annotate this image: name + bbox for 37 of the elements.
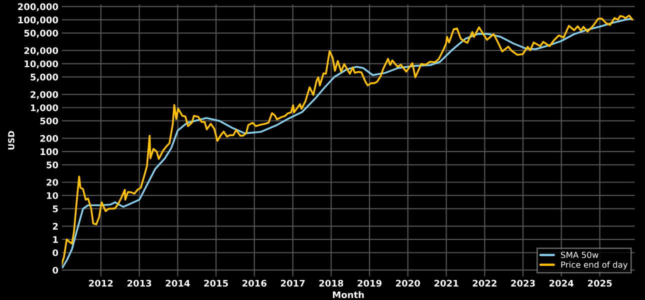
legend-label: Price end of day xyxy=(561,261,628,270)
y-tick-label: 10,000 xyxy=(24,60,58,68)
x-tick-label: 2024 xyxy=(550,280,574,287)
x-tick-label: 2017 xyxy=(280,280,305,287)
y-tick-label: 1,000 xyxy=(30,104,58,112)
x-tick-label: 2015 xyxy=(204,280,228,287)
x-tick-label: 2020 xyxy=(396,280,420,287)
x-tick-label: 2016 xyxy=(242,280,266,287)
x-axis-title: Month xyxy=(332,291,364,298)
y-tick-label: 0 xyxy=(52,266,58,274)
x-tick-label: 2013 xyxy=(127,280,152,287)
y-tick-label: 100 xyxy=(40,148,58,156)
y-tick-label: 500 xyxy=(40,118,58,124)
x-tick-label: 2023 xyxy=(511,280,535,287)
y-tick-label: 200,000 xyxy=(18,3,58,12)
y-tick-label: 50 xyxy=(46,162,58,168)
y-tick-label: 10 xyxy=(46,192,58,200)
y-tick-label: 5,000 xyxy=(30,74,58,82)
y-tick-label: 0 xyxy=(52,249,58,256)
x-tick-label: 2014 xyxy=(166,280,190,287)
y-tick-label: 20 xyxy=(46,178,58,186)
y-tick-label: 5 xyxy=(52,206,58,212)
y-tick-label: 20,000 xyxy=(24,47,58,56)
x-tick-label: 2012 xyxy=(89,280,113,287)
legend-label: SMA 50w xyxy=(561,252,598,258)
y-tick-label: 200 xyxy=(40,135,58,142)
x-tick-label: 2025 xyxy=(588,280,612,287)
y-tick-label: 2 xyxy=(52,222,58,230)
x-tick-label: 2022 xyxy=(472,280,496,287)
y-tick-label: 100,000 xyxy=(18,16,58,24)
x-tick-label: 2019 xyxy=(358,280,382,287)
y-tick-label: 2,000 xyxy=(30,91,58,100)
y-axis-title: USD xyxy=(8,130,14,150)
x-tick-label: 2021 xyxy=(434,280,458,287)
y-tick-label: 50,000 xyxy=(24,30,58,38)
x-tick-label: 2018 xyxy=(319,280,344,287)
y-tick-label: 1 xyxy=(53,236,58,243)
